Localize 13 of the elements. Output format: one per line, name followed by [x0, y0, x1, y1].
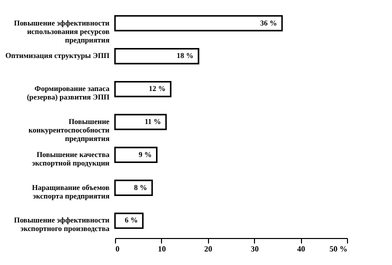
x-tick-label: 10: [158, 244, 166, 254]
x-tick-label: 0: [116, 244, 120, 254]
bar: [114, 114, 167, 130]
bar: [114, 146, 158, 164]
x-tick-label: 40: [297, 244, 306, 254]
x-tick-label: 30: [250, 244, 259, 254]
bar: [114, 80, 172, 98]
bar: [114, 48, 200, 64]
bar: [114, 15, 283, 32]
x-tick-label: 50 %: [330, 244, 348, 254]
bar: [114, 212, 144, 229]
bar: [114, 180, 153, 196]
x-tick-label: 20: [204, 244, 212, 254]
